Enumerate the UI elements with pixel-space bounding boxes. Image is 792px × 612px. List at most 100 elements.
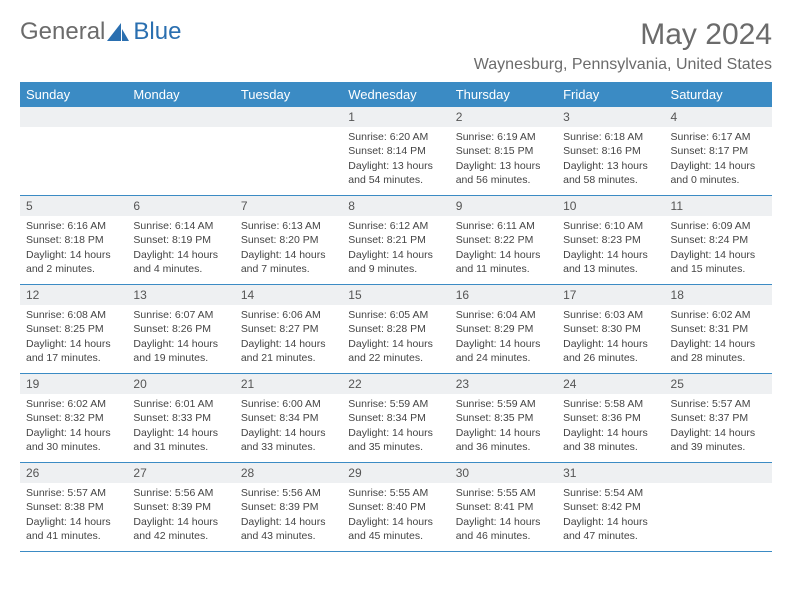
day-cell: 28Sunrise: 5:56 AMSunset: 8:39 PMDayligh… [235,463,342,551]
day-header: Thursday [450,82,557,107]
day-content: Sunrise: 6:05 AMSunset: 8:28 PMDaylight:… [342,308,449,369]
day-line: Sunset: 8:40 PM [348,500,443,514]
day-line: and 58 minutes. [563,173,658,187]
day-line: Sunset: 8:17 PM [671,144,766,158]
day-line: and 21 minutes. [241,351,336,365]
week-row: 5 Sunrise: 6:16 AMSunset: 8:18 PMDaylight… [20,196,772,285]
day-line: and 45 minutes. [348,529,443,543]
day-cell: 25Sunrise: 5:57 AMSunset: 8:37 PMDayligh… [665,374,772,462]
day-line: Daylight: 14 hours [26,248,121,262]
day-number-empty [235,107,342,127]
day-line: and 30 minutes. [26,440,121,454]
day-content: Sunrise: 6:19 AMSunset: 8:15 PMDaylight:… [450,130,557,191]
week-row: 1 Sunrise: 6:20 AMSunset: 8:14 PMDaylight… [20,107,772,196]
week-row: 26Sunrise: 5:57 AMSunset: 8:38 PMDayligh… [20,463,772,552]
day-line: Daylight: 14 hours [671,159,766,173]
day-cell: 8Sunrise: 6:12 AMSunset: 8:21 PMDaylight… [342,196,449,284]
day-number: 17 [557,285,664,305]
day-header: Monday [127,82,234,107]
day-header-row: SundayMondayTuesdayWednesdayThursdayFrid… [20,82,772,107]
day-line: and 56 minutes. [456,173,551,187]
day-line: Sunrise: 5:57 AM [26,486,121,500]
day-cell: 5 Sunrise: 6:16 AMSunset: 8:18 PMDaylight… [20,196,127,284]
day-cell [127,107,234,195]
day-line: and 11 minutes. [456,262,551,276]
day-line: and 4 minutes. [133,262,228,276]
day-cell: 9Sunrise: 6:11 AMSunset: 8:22 PMDaylight… [450,196,557,284]
day-content: Sunrise: 6:13 AMSunset: 8:20 PMDaylight:… [235,219,342,280]
day-line: Daylight: 14 hours [563,248,658,262]
day-number: 1 [342,107,449,127]
day-line: Daylight: 13 hours [456,159,551,173]
header: General Blue May 2024 Waynesburg, Pennsy… [20,18,772,74]
day-line: Sunset: 8:34 PM [241,411,336,425]
day-line: Sunrise: 6:17 AM [671,130,766,144]
day-number: 23 [450,374,557,394]
day-number-empty [665,463,772,483]
day-content: Sunrise: 6:01 AMSunset: 8:33 PMDaylight:… [127,397,234,458]
day-line: Sunrise: 5:56 AM [133,486,228,500]
day-cell: 17Sunrise: 6:03 AMSunset: 8:30 PMDayligh… [557,285,664,373]
day-line: Sunrise: 6:08 AM [26,308,121,322]
day-line: Sunrise: 6:13 AM [241,219,336,233]
day-number: 30 [450,463,557,483]
day-line: Sunset: 8:19 PM [133,233,228,247]
day-content: Sunrise: 6:09 AMSunset: 8:24 PMDaylight:… [665,219,772,280]
day-line: Sunset: 8:15 PM [456,144,551,158]
day-line: and 22 minutes. [348,351,443,365]
day-content: Sunrise: 6:20 AMSunset: 8:14 PMDaylight:… [342,130,449,191]
month-title: May 2024 [474,18,772,52]
day-cell: 6Sunrise: 6:14 AMSunset: 8:19 PMDaylight… [127,196,234,284]
day-line: and 26 minutes. [563,351,658,365]
day-line: Sunrise: 6:02 AM [671,308,766,322]
day-content: Sunrise: 6:16 AMSunset: 8:18 PMDaylight:… [20,219,127,280]
day-line: and 17 minutes. [26,351,121,365]
day-line: Sunset: 8:21 PM [348,233,443,247]
day-line: Sunrise: 6:12 AM [348,219,443,233]
day-cell: 2Sunrise: 6:19 AMSunset: 8:15 PMDaylight… [450,107,557,195]
day-line: Sunrise: 6:11 AM [456,219,551,233]
day-line: Sunrise: 6:05 AM [348,308,443,322]
day-content: Sunrise: 6:00 AMSunset: 8:34 PMDaylight:… [235,397,342,458]
day-content: Sunrise: 6:02 AMSunset: 8:31 PMDaylight:… [665,308,772,369]
day-number: 15 [342,285,449,305]
day-line: Sunset: 8:24 PM [671,233,766,247]
day-content: Sunrise: 5:54 AMSunset: 8:42 PMDaylight:… [557,486,664,547]
day-line: Daylight: 14 hours [348,426,443,440]
day-line: Daylight: 14 hours [671,337,766,351]
day-content: Sunrise: 6:10 AMSunset: 8:23 PMDaylight:… [557,219,664,280]
day-content: Sunrise: 5:59 AMSunset: 8:34 PMDaylight:… [342,397,449,458]
day-cell: 10Sunrise: 6:10 AMSunset: 8:23 PMDayligh… [557,196,664,284]
day-number: 29 [342,463,449,483]
logo: General Blue [20,18,181,46]
day-line: Daylight: 14 hours [26,337,121,351]
day-number: 25 [665,374,772,394]
day-line: Sunset: 8:33 PM [133,411,228,425]
day-line: Sunrise: 5:55 AM [348,486,443,500]
day-line: Daylight: 14 hours [241,248,336,262]
day-cell: 22Sunrise: 5:59 AMSunset: 8:34 PMDayligh… [342,374,449,462]
day-cell: 3Sunrise: 6:18 AMSunset: 8:16 PMDaylight… [557,107,664,195]
day-cell: 21 Sunrise: 6:00 AMSunset: 8:34 PMDayligh… [235,374,342,462]
day-number: 12 [20,285,127,305]
day-content: Sunrise: 5:55 AMSunset: 8:41 PMDaylight:… [450,486,557,547]
day-cell: 24Sunrise: 5:58 AMSunset: 8:36 PMDayligh… [557,374,664,462]
day-cell: 16Sunrise: 6:04 AMSunset: 8:29 PMDayligh… [450,285,557,373]
day-line: and 9 minutes. [348,262,443,276]
day-line: and 2 minutes. [26,262,121,276]
day-line: Sunrise: 5:57 AM [671,397,766,411]
day-number: 20 [127,374,234,394]
day-line: Daylight: 14 hours [241,515,336,529]
title-block: May 2024 Waynesburg, Pennsylvania, Unite… [474,18,772,74]
day-cell: 13Sunrise: 6:07 AMSunset: 8:26 PMDayligh… [127,285,234,373]
day-cell: 12Sunrise: 6:08 AMSunset: 8:25 PMDayligh… [20,285,127,373]
day-content: Sunrise: 6:04 AMSunset: 8:29 PMDaylight:… [450,308,557,369]
day-line: Daylight: 14 hours [348,515,443,529]
day-cell [665,463,772,551]
day-line: Sunset: 8:35 PM [456,411,551,425]
day-line: Sunset: 8:23 PM [563,233,658,247]
day-number: 5 [20,196,127,216]
day-line: Sunrise: 6:06 AM [241,308,336,322]
day-number: 21 [235,374,342,394]
day-number: 31 [557,463,664,483]
